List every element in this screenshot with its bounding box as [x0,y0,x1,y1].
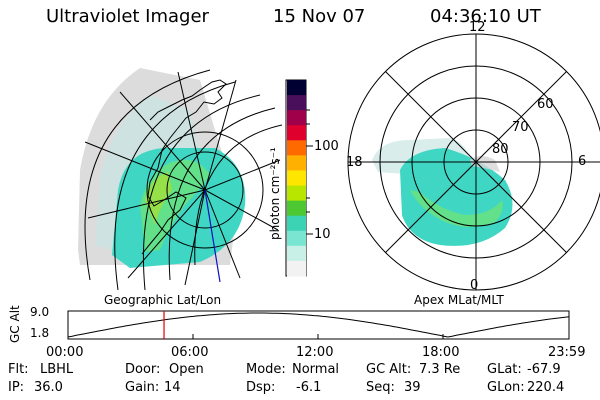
status-dsp-value: -6.1 [296,380,322,395]
altitude-plot [67,310,570,340]
status-glat-value: -67.9 [527,362,561,377]
altitude-xtick-0000: 00:00 [46,345,84,360]
colorbar-cell [287,155,306,171]
status-mode-value: Normal [292,362,340,377]
status-glon-value: 220.4 [527,380,565,395]
altitude-xtick-1200: 12:00 [296,345,334,360]
colorbar-cell [287,170,306,187]
altitude-ytick-top: 9.0 [30,305,50,319]
status-ip-key: IP: [8,380,25,395]
time-label: 04:36:10 UT [430,6,541,27]
altitude-xtick-2359: 23:59 [548,345,586,360]
status-dsp-key: Dsp: [246,380,276,395]
colorbar-unit-label: photon cm⁻²s⁻¹ [268,147,282,240]
colorbar-cell [287,200,306,217]
left-map-caption: Geographic Lat/Lon [104,293,222,307]
altitude-xtick-1800: 18:00 [422,345,460,360]
status-glon-key: GLon: [487,380,525,395]
geographic-map [78,68,283,291]
color-bar [285,79,313,277]
altitude-xticks [67,334,570,339]
colorbar-cell [287,80,306,96]
mlt-label-0: 0 [470,278,479,293]
status-gain-key: Gain: [125,380,160,395]
status-gain-value: 14 [164,380,181,395]
colorbar-cell [287,245,306,262]
left-lon-grid [84,71,281,286]
date-label: 15 Nov 07 [273,6,366,27]
sun-direction-line [204,189,221,283]
status-gcalt-key: GC Alt: [366,362,412,377]
status-glat-key: GLat: [487,362,522,377]
altitude-ylabel: GC Alt [8,305,22,343]
status-ip-value: 36.0 [34,380,63,395]
mlt-label-18: 18 [346,155,363,170]
colorbar-cell [287,230,306,247]
colorbar-cell [287,110,306,126]
mlt-label-6: 6 [578,154,587,169]
status-mode-key: Mode: [246,362,286,377]
altitude-ytick-bottom: 1.8 [30,326,50,340]
colorbar-cell [287,260,306,277]
mlat-label-70: 70 [512,120,529,135]
status-seq-key: Seq: [366,380,395,395]
status-filter-value: LBHL [40,362,74,377]
colorbar-tick-100: 100 [314,139,339,154]
colorbar-cell [287,125,306,141]
apex-polar-map [347,33,600,291]
mlt-label-12: 12 [469,20,486,35]
status-door-key: Door: [125,362,161,377]
status-seq-value: 39 [404,380,421,395]
colorbar-cell [287,95,306,111]
colorbar-tick-10: 10 [314,227,331,242]
right-map-caption: Apex MLat/MLT [414,293,504,307]
altitude-curve [67,312,570,338]
status-door-value: Open [169,362,204,377]
coastline [141,79,227,255]
status-gcalt-value: 7.3 Re [419,362,461,377]
mlat-label-60: 60 [537,97,554,112]
mlat-label-80: 80 [492,142,509,157]
colorbar-cell [287,215,306,232]
colorbar-cell [287,140,306,156]
status-filter-key: Flt: [8,362,29,377]
colorbar-cell [287,185,306,202]
colorbar-ticks [306,109,313,235]
altitude-xtick-0600: 06:00 [171,345,209,360]
instrument-title: Ultraviolet Imager [46,6,209,27]
